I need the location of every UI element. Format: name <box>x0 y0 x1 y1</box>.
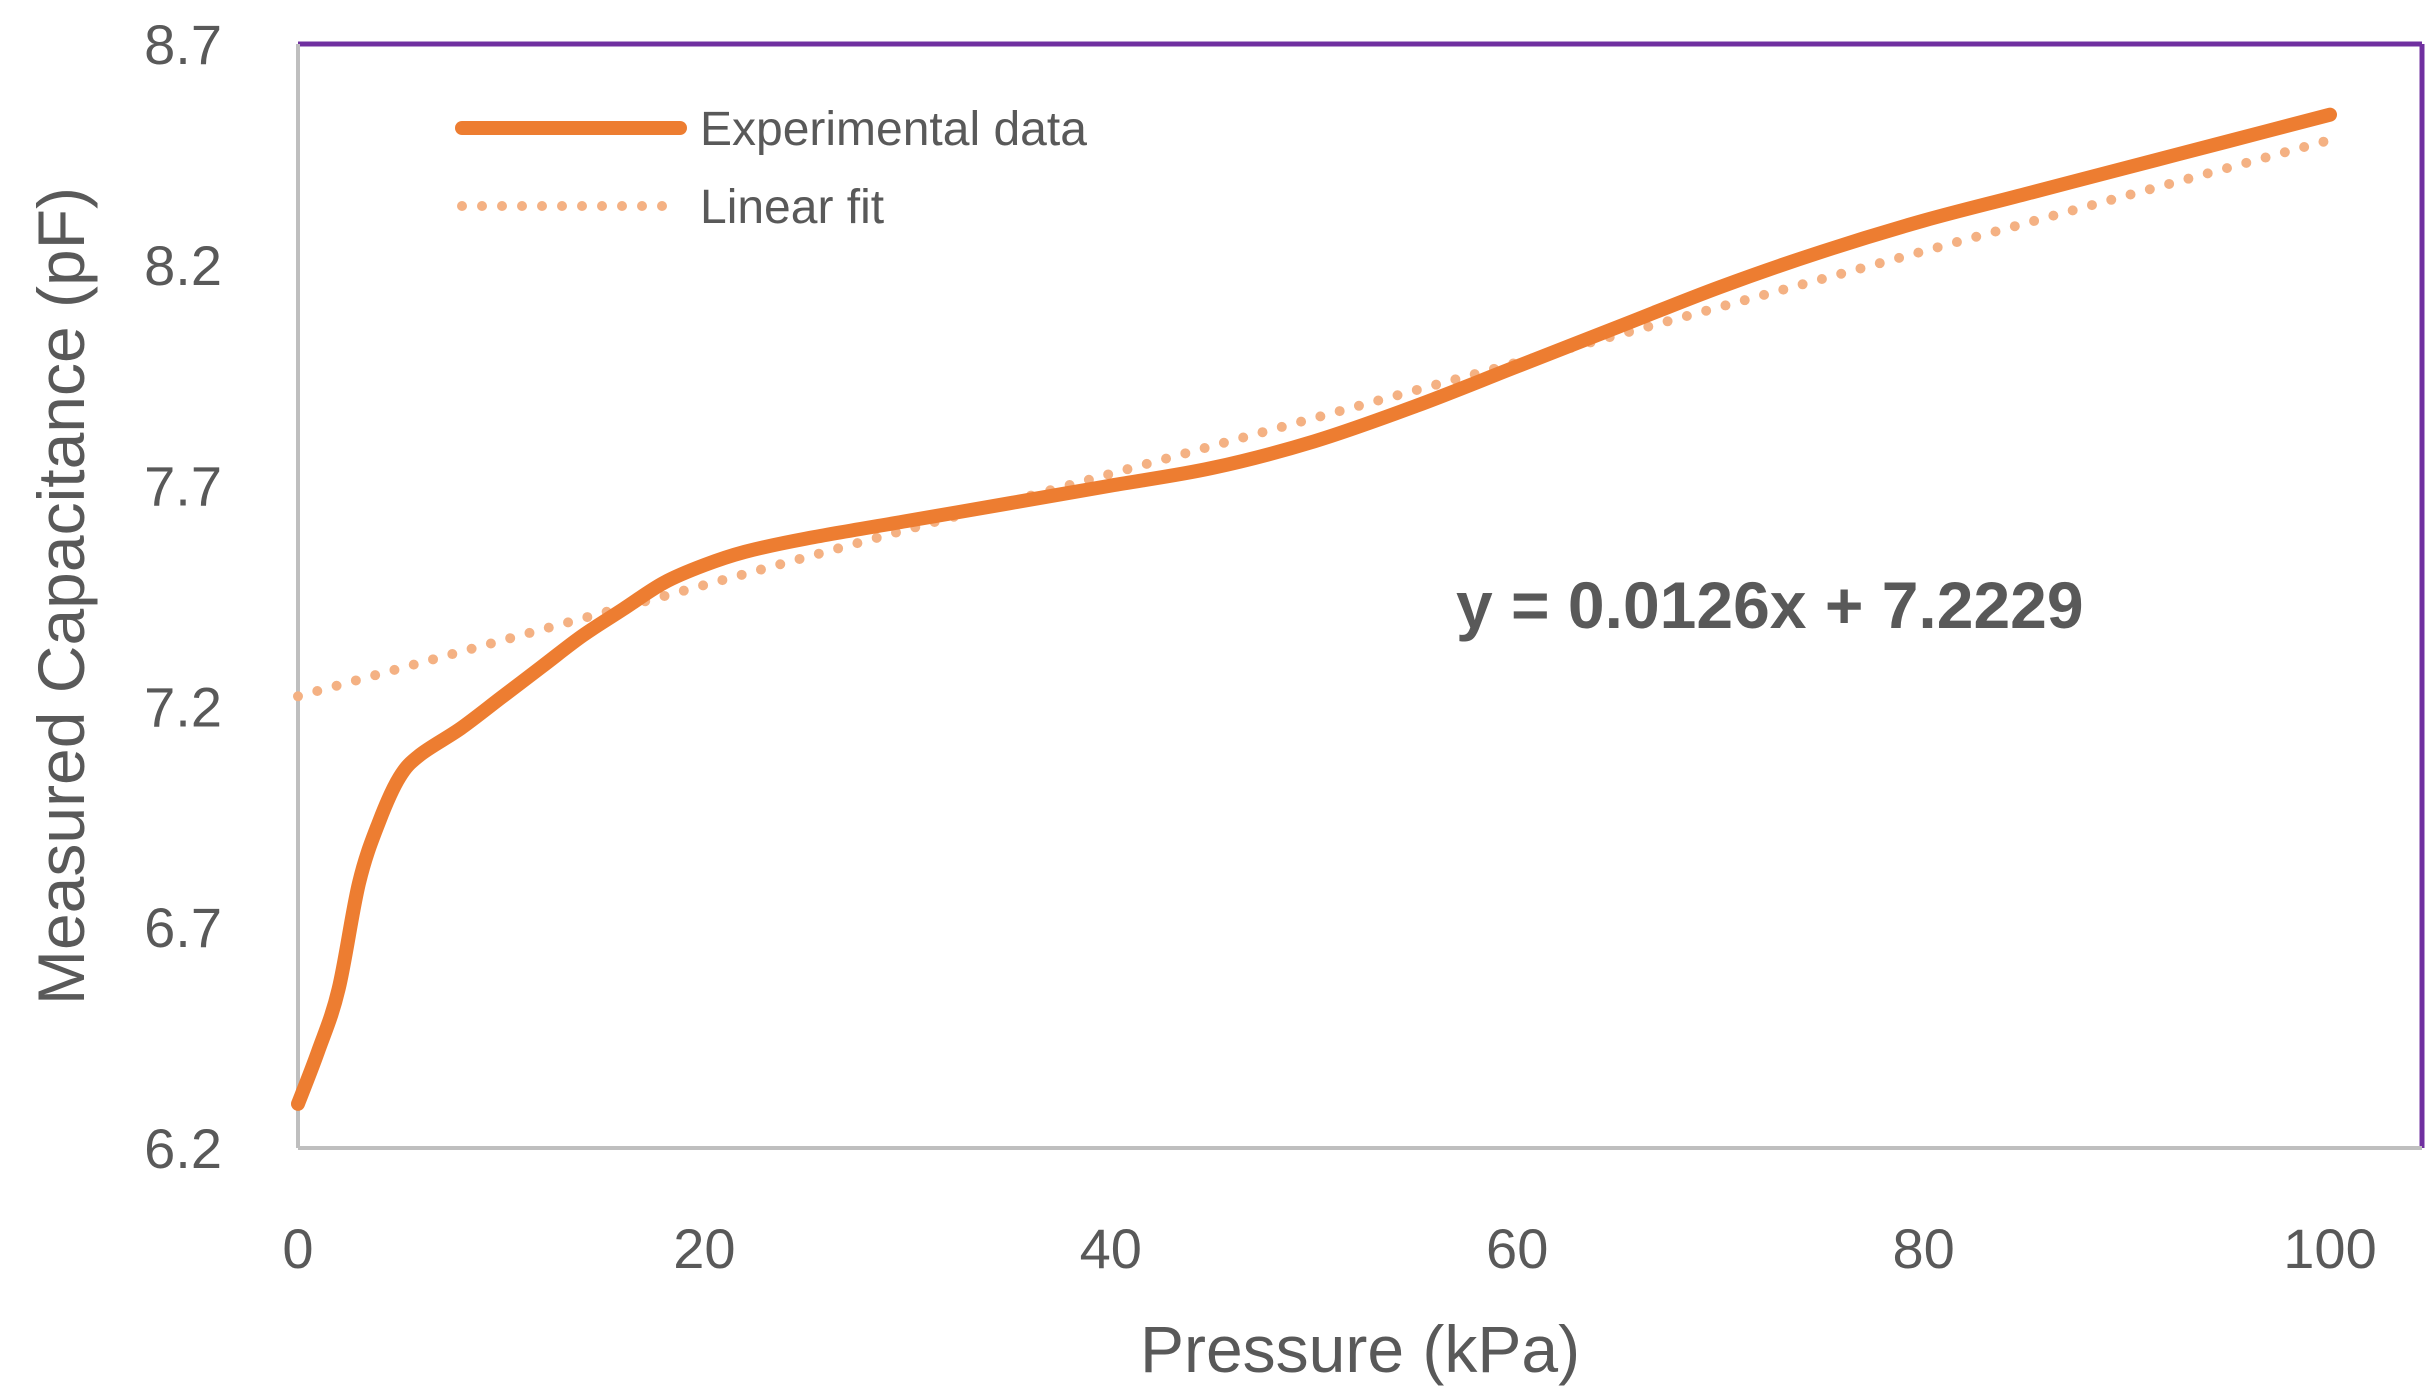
data-point-experimental <box>419 754 421 756</box>
y-tick-label: 7.2 <box>144 675 222 738</box>
axes: 0 20 40 60 80 100 6.2 6.7 7.2 7.7 8.2 8.7 <box>144 13 2422 1280</box>
data-point-experimental <box>297 1103 299 1105</box>
data-point-experimental <box>317 1050 319 1052</box>
data-point-experimental <box>744 551 746 553</box>
series-line-linear-fit <box>293 134 2335 702</box>
data-point-experimental <box>663 582 665 584</box>
data-point-experimental <box>1516 365 1518 367</box>
data-point-experimental <box>1618 326 1620 328</box>
y-tick-label: 6.7 <box>144 896 222 959</box>
x-tick-label: 20 <box>673 1217 735 1280</box>
data-point-experimental <box>2329 114 2331 116</box>
data-point-experimental <box>378 820 380 822</box>
data-point-experimental <box>338 988 340 990</box>
data-point-experimental <box>582 635 584 637</box>
y-tick-label: 8.2 <box>144 234 222 297</box>
data-point-experimental <box>2227 140 2229 142</box>
x-tick-label: 0 <box>282 1217 313 1280</box>
data-point-experimental <box>460 728 462 730</box>
data-point-experimental <box>2024 193 2026 195</box>
x-tick-label: 80 <box>1892 1217 1954 1280</box>
x-tick-label: 40 <box>1080 1217 1142 1280</box>
data-point-experimental <box>2126 167 2128 169</box>
data-point-experimental <box>399 776 401 778</box>
data-point-experimental <box>1415 405 1417 407</box>
data-point-experimental <box>1821 251 1823 253</box>
data-point-experimental <box>1211 467 1213 469</box>
data-point-experimental <box>703 564 705 566</box>
data-point-experimental <box>1719 286 1721 288</box>
data-point-experimental <box>1008 502 1010 504</box>
series-line-experimental <box>291 107 2337 1111</box>
data-point-experimental <box>907 520 909 522</box>
y-axis-title: Measured Capacitance (pF) <box>24 187 98 1005</box>
series <box>291 107 2337 1111</box>
data-point-experimental <box>805 538 807 540</box>
plot-frame <box>298 41 2425 1148</box>
data-point-experimental <box>541 666 543 668</box>
legend-label-experimental: Experimental data <box>700 103 1087 156</box>
x-tick-label: 100 <box>2283 1217 2376 1280</box>
data-point-experimental <box>1313 440 1315 442</box>
y-tick-label: 7.7 <box>144 455 222 518</box>
x-axis-title: Pressure (kPa) <box>1140 1312 1580 1386</box>
y-tick-label: 8.7 <box>144 13 222 76</box>
data-point-experimental <box>500 697 502 699</box>
fit-equation: y = 0.0126x + 7.2229 <box>1456 568 2084 642</box>
data-point-experimental <box>1923 220 1925 222</box>
legend: Experimental data Linear fit <box>455 103 1087 234</box>
y-tick-label: 6.2 <box>144 1117 222 1180</box>
legend-label-linear-fit: Linear fit <box>700 181 884 234</box>
data-point-experimental <box>622 608 624 610</box>
x-tick-label: 60 <box>1486 1217 1548 1280</box>
data-point-experimental <box>358 882 360 884</box>
data-point-experimental <box>1110 485 1112 487</box>
